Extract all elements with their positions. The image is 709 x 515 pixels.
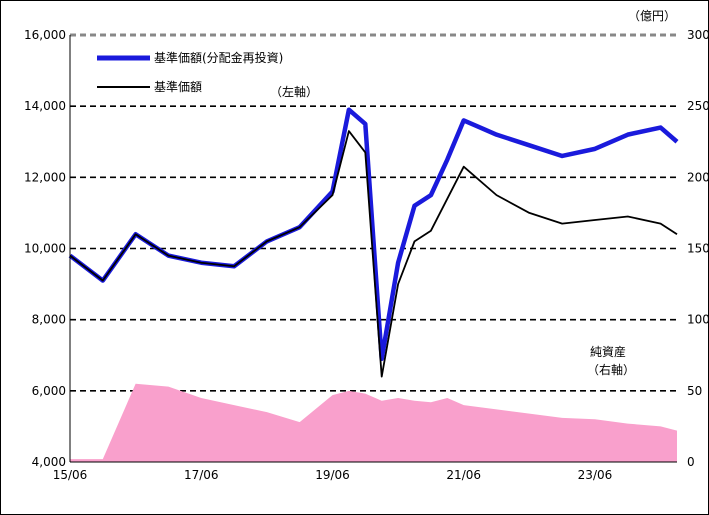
nav-line — [69, 130, 678, 378]
legend-label-nav: 基準価額 — [154, 79, 202, 94]
right-tick-label: 50 — [687, 384, 702, 398]
x-tick-label: 15/06 — [53, 468, 88, 482]
unit-label: （億円） — [628, 9, 676, 23]
left-tick-label: 6,000 — [32, 384, 66, 398]
right-tick-label: 150 — [687, 242, 709, 256]
left-tick-label: 10,000 — [24, 242, 66, 256]
right-tick-label: 200 — [687, 170, 709, 184]
net-assets-area — [70, 383, 677, 462]
right-tick-label: 0 — [687, 455, 695, 469]
left-tick-label: 14,000 — [24, 99, 66, 113]
left-tick-label: 16,000 — [24, 28, 66, 42]
x-axis-ticks: 15/06 17/06 19/06 21/06 23/06 — [53, 468, 613, 482]
left-axis-note: （左軸） — [270, 84, 318, 99]
left-tick-label: 4,000 — [32, 455, 66, 469]
left-axis-ticks: 4,000 6,000 8,000 10,000 12,000 14,000 16,000 — [24, 28, 66, 469]
left-tick-label: 12,000 — [24, 170, 66, 184]
nav-lines-layer — [68, 107, 679, 378]
net-assets-area-layer — [70, 383, 677, 462]
right-tick-label: 300 — [687, 28, 709, 42]
x-tick-label: 17/06 — [184, 468, 219, 482]
left-tick-label: 8,000 — [32, 313, 66, 327]
legend: 基準価額(分配金再投資) 基準価額 （左軸） — [97, 50, 318, 99]
right-tick-label: 250 — [687, 99, 709, 113]
right-tick-label: 100 — [687, 313, 709, 327]
axes — [69, 35, 677, 463]
x-tick-label: 21/06 — [446, 468, 481, 482]
x-tick-label: 19/06 — [315, 468, 350, 482]
right-axis-ticks: 0 50 100 150 200 250 300 — [687, 28, 709, 469]
x-tick-label: 23/06 — [578, 468, 613, 482]
net-assets-label-line1: 純資産 — [590, 344, 626, 359]
legend-label-reinvested: 基準価額(分配金再投資) — [154, 50, 283, 65]
nav-reinvested-line — [68, 107, 679, 362]
net-assets-label-line2: （右軸） — [587, 362, 635, 377]
